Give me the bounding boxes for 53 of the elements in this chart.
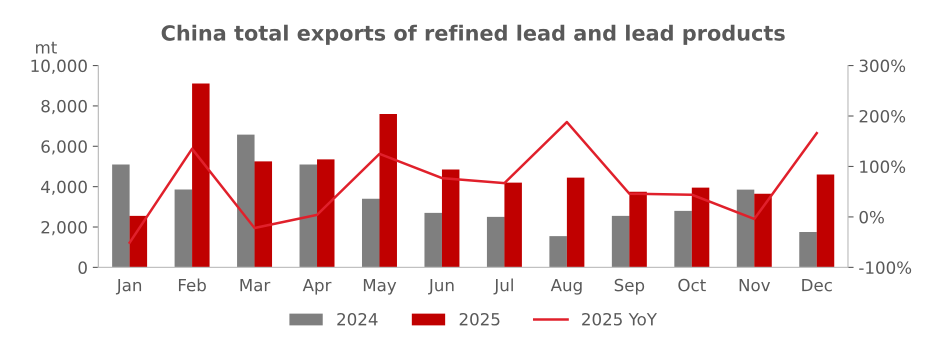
y-tick-label: 10,000 [31,60,87,74]
y-tick-label: 6,000 [41,140,87,155]
bar [674,210,692,268]
bar [174,189,192,268]
y-axis-title: mt [36,42,57,54]
y-tick-label: 2,000 [41,220,87,236]
line-series [128,120,818,244]
y-tick-label: 8,000 [41,100,87,114]
legend-label: 2024 [337,312,378,326]
bar [692,188,710,268]
bar [629,192,647,268]
bar [442,169,460,268]
bar [130,216,148,268]
x-tick-label: Jun [428,279,454,294]
bar [799,232,817,268]
bar [566,178,584,268]
x-tick-label: Apr [302,279,332,295]
y2-tick-label: 300% [860,60,906,72]
bar [237,134,255,268]
y2-tick-label: 100% [860,160,906,174]
bar [504,182,522,268]
bar [300,164,318,268]
bar [754,194,772,268]
bar [486,216,504,268]
bar [549,236,567,268]
y2-tick-label: 0% [860,210,884,224]
y2-tick-label: 200% [860,110,906,123]
x-tick-label: Dec [802,279,832,292]
bar [816,174,834,268]
y-tick-label: 0 [78,261,87,274]
bar [254,161,272,268]
x-tick-label: Nov [740,279,770,292]
bar [736,190,754,268]
x-tick-label: Jul [494,278,513,294]
bar [112,164,130,268]
bar [612,216,630,268]
legend-label: 2025 YoY [582,312,657,326]
bar [362,198,380,268]
x-tick-label: Sep [614,278,644,295]
y-tick-label: 4,000 [41,180,87,195]
bar [379,114,397,268]
x-tick-label: May [364,279,396,295]
chart-title: China total exports of refined lead and lead products [162,24,785,45]
x-tick-label: Jan [116,279,142,294]
x-tick-label: Feb [178,278,206,292]
x-tick-label: Oct [678,278,706,292]
y2-tick-label: -100% [859,261,912,274]
legend-label: 2025 [460,312,500,326]
x-tick-label: Mar [240,279,270,292]
x-tick-label: Aug [550,279,582,295]
bar [317,159,335,268]
bar [192,84,210,268]
bar [424,212,442,268]
